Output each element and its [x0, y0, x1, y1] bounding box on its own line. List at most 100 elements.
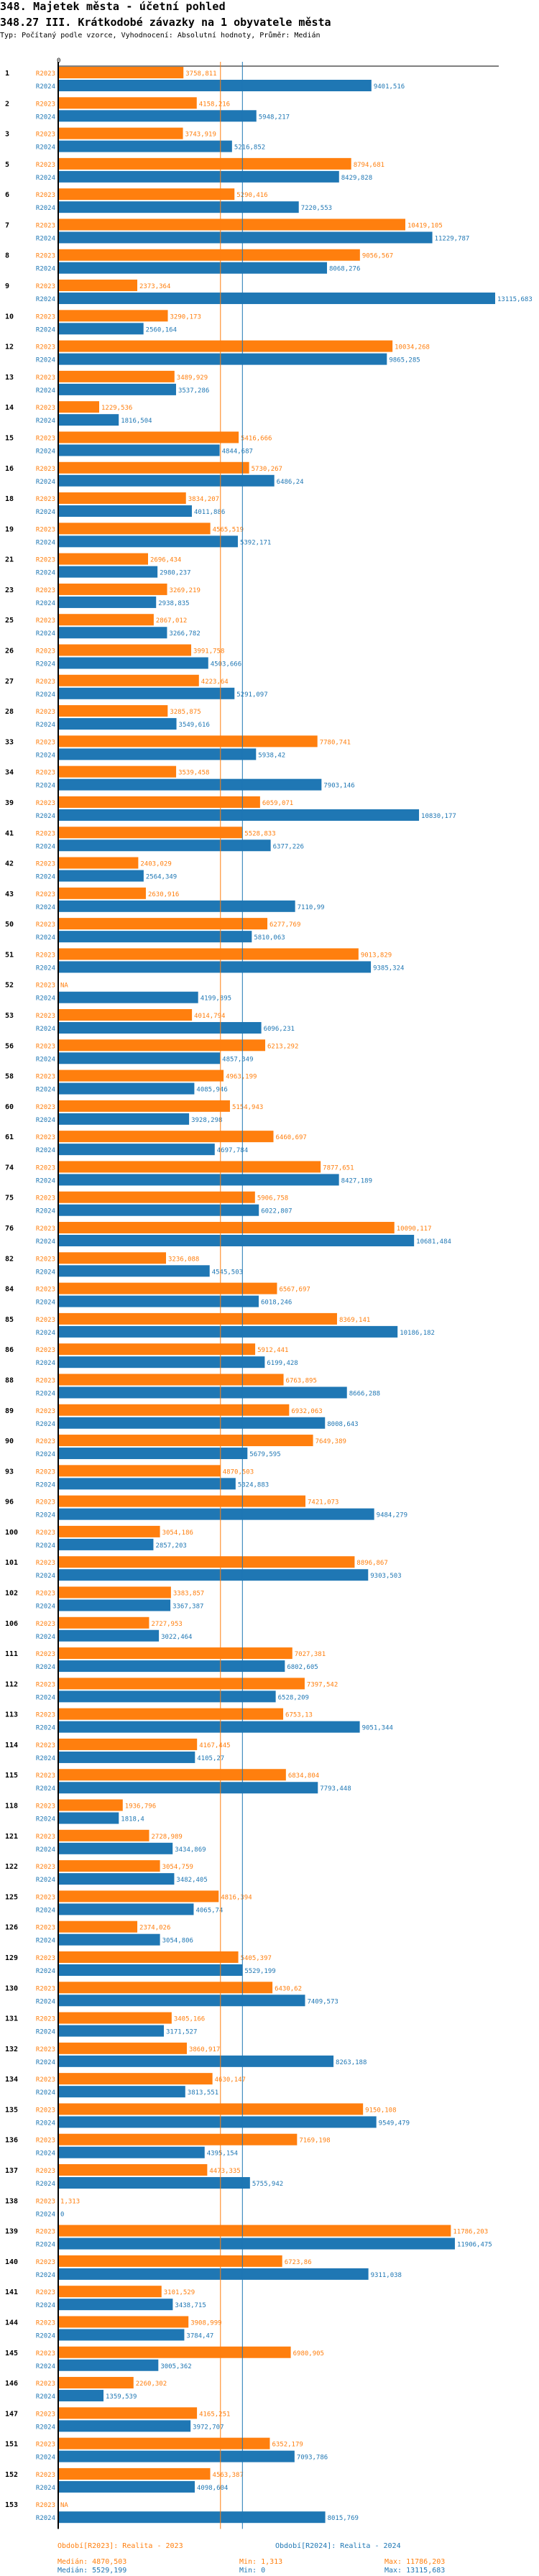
series-label-r2024: R2024 [36, 2363, 55, 2370]
bar-r2024 [58, 961, 372, 973]
data-label-r2024: 6022,807 [261, 1208, 292, 1215]
series-label-r2024: R2024 [36, 2272, 55, 2279]
series-label-r2024: R2024 [36, 1907, 55, 1914]
bar-r2024 [58, 535, 238, 548]
bar-r2024 [58, 2055, 334, 2067]
series-label-r2024: R2024 [36, 1117, 55, 1124]
series-label-r2024: R2024 [36, 1390, 55, 1397]
category-label: 82 [5, 1255, 14, 1263]
category-label: 152 [5, 2471, 18, 2479]
data-label-r2023: 5730,267 [252, 466, 282, 473]
bar-r2023 [58, 2073, 213, 2085]
bar-r2024 [58, 1448, 248, 1460]
series-label-r2024: R2024 [36, 691, 55, 699]
category-label: 58 [5, 1073, 14, 1081]
bar-r2023 [58, 918, 268, 930]
bar-r2023 [58, 310, 168, 322]
data-label-r2024: 8427,189 [341, 1177, 372, 1184]
data-label-r2023: 3834,207 [188, 496, 219, 503]
bar-r2023 [58, 2133, 298, 2145]
chart-description: Typ: Počítaný podle vzorce, Vyhodnocení:… [0, 32, 321, 40]
data-label-r2024: 3438,715 [175, 2302, 206, 2309]
bar-r2023 [58, 249, 360, 261]
bar-r2023 [58, 2467, 211, 2480]
series-label-r2024: R2024 [36, 2120, 55, 2127]
bar-r2023 [58, 1465, 221, 1477]
category-label: 60 [5, 1103, 14, 1111]
series-label-r2024: R2024 [36, 783, 55, 790]
data-label-r2023: 3383,857 [173, 1591, 204, 1598]
bar-r2023 [58, 1252, 167, 1264]
data-label-r2024: 9303,503 [370, 1573, 401, 1580]
data-label-r2023: 9056,567 [362, 253, 393, 260]
category-label: 132 [5, 2046, 18, 2053]
series-label-r2023: R2023 [36, 1712, 55, 1719]
series-label-r2024: R2024 [36, 965, 55, 972]
data-label-r2023: 8896,867 [356, 1560, 387, 1567]
bar-r2023 [58, 2316, 189, 2328]
bar-r2024 [58, 991, 198, 1003]
data-label-r2023: 3054,759 [162, 1864, 193, 1871]
bar-r2024 [58, 1933, 160, 1946]
series-label-r2024: R2024 [36, 1664, 55, 1671]
bar-r2024 [58, 627, 167, 639]
bar-r2024 [58, 1660, 285, 1673]
category-label: 34 [5, 769, 14, 777]
series-label-r2023: R2023 [36, 222, 55, 229]
category-label: 53 [5, 1012, 14, 1020]
data-label-r2024: 1359,539 [106, 2393, 137, 2401]
series-label-r2024: R2024 [36, 1238, 55, 1246]
bar-r2024 [58, 1873, 175, 1885]
category-label: 19 [5, 525, 14, 533]
data-label-r2023: 3290,173 [170, 313, 201, 321]
category-label: 28 [5, 708, 14, 716]
series-label-r2023: R2023 [36, 1955, 55, 1962]
series-label-r2023: R2023 [36, 1225, 55, 1233]
category-label: 1 [5, 70, 9, 78]
data-label-r2023: 3991,758 [193, 648, 224, 656]
data-label-r2023: 7649,389 [315, 1438, 346, 1445]
series-label-r2024: R2024 [36, 2485, 55, 2492]
bar-r2024 [58, 1721, 360, 1733]
series-label-r2024: R2024 [36, 175, 55, 182]
series-label-r2023: R2023 [36, 587, 55, 594]
bar-r2024 [58, 505, 192, 518]
bar-r2024 [58, 840, 271, 852]
category-label: 52 [5, 982, 14, 990]
category-label: 27 [5, 678, 14, 686]
data-label-r2024: 8666,288 [349, 1390, 380, 1397]
data-label-r2024: 3171,527 [166, 2029, 197, 2036]
series-label-r2024: R2024 [36, 2211, 55, 2218]
series-label-r2024: R2024 [36, 904, 55, 911]
series-label-r2024: R2024 [36, 570, 55, 577]
series-label-r2023: R2023 [36, 283, 55, 290]
data-label-r2023: 3405,166 [174, 2016, 205, 2023]
category-label: 122 [5, 1863, 18, 1871]
series-label-r2023: R2023 [36, 1043, 55, 1050]
bar-r2023 [58, 765, 177, 778]
bar-r2024 [58, 718, 177, 730]
bar-r2024 [58, 1082, 195, 1095]
series-label-r2023: R2023 [36, 2229, 55, 2236]
series-label-r2024: R2024 [36, 752, 55, 759]
series-label-r2023: R2023 [36, 2350, 55, 2358]
series-label-r2024: R2024 [36, 1177, 55, 1184]
bar-r2023 [58, 1343, 256, 1356]
series-label-r2023: R2023 [36, 1621, 55, 1628]
bar-r2024 [58, 414, 119, 426]
data-label-r2023: 8794,681 [354, 162, 384, 169]
data-label-r2024: 3928,298 [191, 1117, 222, 1124]
data-label-r2023: 6763,895 [286, 1377, 317, 1384]
series-label-r2024: R2024 [36, 934, 55, 942]
bar-r2024 [58, 1052, 221, 1064]
series-label-r2023: R2023 [36, 526, 55, 533]
bar-r2023 [58, 857, 139, 869]
category-label: 139 [5, 2228, 18, 2236]
data-label-r2023: 2403,029 [140, 861, 171, 868]
category-label: 25 [5, 617, 14, 625]
bar-r2023 [58, 2103, 364, 2115]
bar-r2024 [58, 1174, 339, 1186]
bar-r2024 [58, 870, 144, 882]
category-label: 106 [5, 1620, 18, 1628]
category-label: 134 [5, 2076, 18, 2084]
